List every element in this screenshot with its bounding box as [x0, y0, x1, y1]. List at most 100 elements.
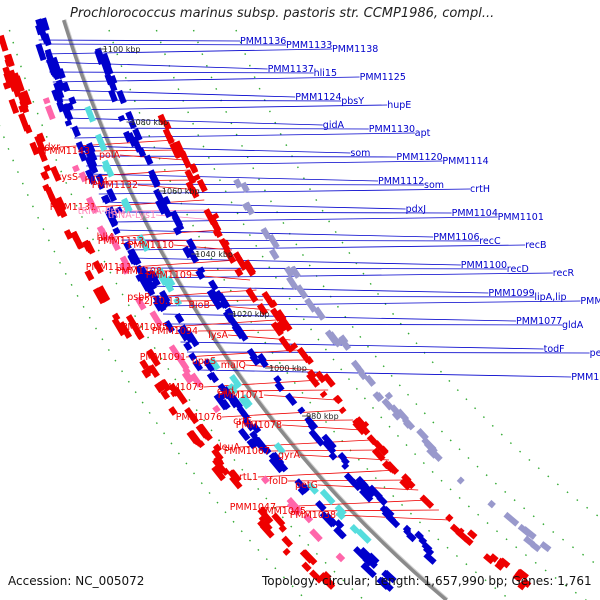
- leader-line: [275, 499, 429, 508]
- leader-line: [89, 149, 180, 152]
- reverse-gene: [223, 247, 237, 264]
- forward-gene: [160, 202, 173, 219]
- gc-skew-block: [304, 297, 318, 313]
- forward-gene: [75, 141, 86, 153]
- forward-gene: [137, 147, 147, 158]
- gc-skew-block: [401, 416, 416, 431]
- forward-gene: [188, 352, 198, 362]
- forward-gene: [117, 114, 126, 122]
- gc-content-block: [101, 163, 111, 173]
- gc-skew-block: [384, 391, 393, 401]
- rna-gene: [303, 513, 314, 524]
- rna-gene: [44, 104, 56, 121]
- reverse-gene: [498, 557, 511, 569]
- leader-line: [245, 364, 313, 371]
- leader-line: [281, 424, 362, 431]
- reverse-gene: [244, 263, 256, 277]
- forward-gene: [153, 188, 163, 200]
- forward-gene: [305, 418, 317, 430]
- gene-label-forward: PMM1114: [442, 156, 488, 167]
- reverse-gene: [29, 141, 40, 156]
- reverse-gene: [118, 321, 133, 339]
- tick-label: 1040 kbp: [195, 250, 233, 259]
- reverse-gene: [7, 69, 18, 83]
- gc-content-block: [121, 197, 133, 213]
- gc-skew-block: [269, 248, 280, 261]
- leader-line: [167, 319, 277, 328]
- tick-label: 980 kbp: [306, 412, 339, 421]
- gene-label-forward: apt: [415, 128, 431, 139]
- forward-gene: [68, 96, 77, 106]
- reverse-gene: [13, 75, 25, 93]
- reverse-gene: [314, 370, 327, 384]
- gc-content-block: [349, 523, 360, 535]
- reverse-gene: [385, 461, 400, 475]
- forward-gene: [108, 89, 118, 103]
- rna-gene: [182, 366, 191, 375]
- forward-gene: [242, 417, 256, 432]
- reverse-gene: [193, 173, 201, 182]
- forward-gene: [162, 195, 171, 206]
- gc-skew-block: [503, 511, 520, 527]
- reverse-gene: [521, 578, 532, 588]
- gc-content-block: [238, 395, 251, 410]
- reverse-gene: [154, 382, 165, 394]
- forward-gene: [197, 266, 206, 275]
- reverse-gene: [229, 469, 242, 483]
- gene-label-forward: gidA: [323, 120, 345, 131]
- rna-gene: [168, 344, 182, 360]
- reverse-gene: [125, 314, 138, 329]
- tick-label: 1020 kbp: [232, 310, 270, 319]
- reverse-gene: [197, 440, 205, 449]
- forward-gene: [147, 269, 161, 287]
- leader-line: [38, 39, 241, 42]
- forward-gene: [378, 576, 394, 592]
- feature-layer: [0, 17, 552, 592]
- leader-line: [116, 229, 434, 238]
- leader-line: [162, 313, 517, 322]
- forward-gene: [135, 273, 144, 282]
- forward-gene: [225, 312, 236, 324]
- forward-gene: [85, 168, 97, 185]
- gene-label-reverse: tRNA-Lys1: [108, 210, 156, 221]
- leader-line: [102, 201, 406, 210]
- gc-content-block: [273, 442, 286, 455]
- forward-gene: [359, 487, 374, 503]
- reverse-gene: [361, 421, 370, 429]
- forward-gene: [83, 145, 95, 161]
- reverse-gene: [512, 572, 523, 583]
- forward-gene: [106, 188, 118, 203]
- reverse-gene: [8, 98, 20, 115]
- reverse-gene: [483, 553, 495, 565]
- rna-gene: [107, 233, 121, 252]
- reverse-gene: [245, 287, 259, 303]
- rna-gene: [72, 164, 80, 173]
- gene-label-forward: hupE: [387, 100, 411, 111]
- reverse-gene: [141, 367, 152, 379]
- reverse-gene: [50, 165, 62, 182]
- leader-line: [199, 369, 572, 378]
- leader-line: [185, 349, 298, 358]
- reverse-gene: [92, 287, 106, 305]
- tick-label: 1000 kbp: [269, 364, 307, 373]
- forward-gene: [45, 53, 54, 63]
- label-layer: PMM1136 PMM1133 PMM1138 PMM1137 hli15 PMM1125…: [44, 36, 600, 521]
- forward-gene: [56, 101, 66, 113]
- forward-gene: [270, 451, 285, 467]
- tick-layer: 1100 kbp 1080 kbp 1060 kbp 1040 kbp 1020 kbp…: [98, 45, 339, 421]
- gc-skew-block: [539, 541, 552, 553]
- gc-skew-block: [372, 391, 383, 403]
- gene-label-forward: PMM1138: [332, 44, 378, 55]
- forward-gene: [361, 482, 377, 498]
- reverse-gene: [42, 183, 51, 192]
- forward-gene: [328, 451, 338, 461]
- reverse-gene: [2, 66, 14, 83]
- reverse-gene: [445, 513, 454, 523]
- gene-label-reverse: PMM1079: [158, 382, 204, 393]
- forward-gene: [107, 206, 118, 220]
- gene-label-reverse: dxr: [44, 142, 60, 153]
- forward-gene: [219, 391, 228, 400]
- forward-gene: [211, 294, 220, 304]
- forward-gene: [179, 324, 190, 336]
- reverse-gene: [190, 164, 198, 173]
